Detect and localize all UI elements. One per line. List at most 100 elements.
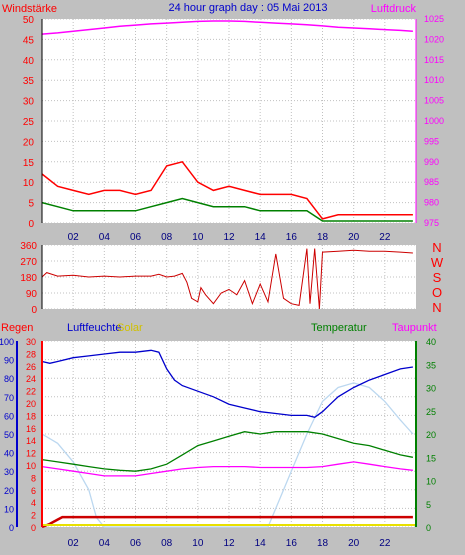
compass-label: N <box>432 300 441 315</box>
y-tick-label-direction: 360 <box>20 241 37 252</box>
x-tick-label: 12 <box>223 538 235 549</box>
y-tick-label-right: 985 <box>424 177 439 187</box>
series-line-luftdruck <box>41 20 413 35</box>
y-tick-label-left: 20 <box>23 137 35 148</box>
y-tick-label-direction: 90 <box>26 289 38 300</box>
y-tick-label-regen: 20 <box>4 486 14 496</box>
panel3-label-luftfeuchte: Luftfeuchte <box>67 322 121 334</box>
compass-label: S <box>433 270 442 285</box>
x-tick-label: 08 <box>161 538 173 549</box>
compass-label: W <box>431 255 444 270</box>
y-tick-label-left: 45 <box>23 35 35 46</box>
y-tick-label-left: 30 <box>23 97 35 108</box>
x-tick-label: 16 <box>286 232 298 243</box>
y-tick-label-right: 975 <box>424 218 439 228</box>
x-tick-label: 22 <box>379 232 391 243</box>
x-tick-label: 22 <box>379 538 391 549</box>
x-tick-label: 02 <box>68 538 80 549</box>
series-line-regen <box>41 515 413 529</box>
y-tick-label-feuchte: 24 <box>26 374 36 384</box>
y-tick-label-temp: 10 <box>426 477 436 487</box>
y-tick-label-feuchte: 10 <box>26 461 36 471</box>
x-tick-label: 14 <box>255 538 267 549</box>
panel1-left-label: Windstärke <box>2 3 57 15</box>
y-tick-label-regen: 0 <box>9 523 14 533</box>
y-tick-label-direction: 0 <box>31 305 37 316</box>
y-tick-label-temp: 0 <box>426 523 431 533</box>
x-tick-label: 04 <box>99 538 111 549</box>
y-tick-label-temp: 35 <box>426 360 436 370</box>
y-tick-label-right: 1010 <box>424 75 444 85</box>
y-tick-label-left: 5 <box>28 199 34 210</box>
y-tick-label-direction: 270 <box>20 257 37 268</box>
panel3-label-temperatur: Temperatur <box>311 322 367 334</box>
y-tick-label-right: 1015 <box>424 55 444 65</box>
series-line-windrichtung <box>41 248 413 310</box>
y-tick-label-left: 15 <box>23 158 35 169</box>
y-tick-label-left: 25 <box>23 117 35 128</box>
y-tick-label-regen: 90 <box>4 356 14 366</box>
y-tick-label-regen: 10 <box>4 504 14 514</box>
x-tick-label: 06 <box>130 232 142 243</box>
y-tick-label-feuchte: 20 <box>26 399 36 409</box>
y-tick-label-right: 1020 <box>424 34 444 44</box>
y-tick-label-regen: 30 <box>4 467 14 477</box>
y-tick-label-temp: 20 <box>426 430 436 440</box>
y-tick-label-feuchte: 26 <box>26 362 36 372</box>
y-tick-label-right: 995 <box>424 136 439 146</box>
y-tick-label-feuchte: 16 <box>26 424 36 434</box>
y-tick-label-feuchte: 4 <box>31 498 36 508</box>
y-tick-label-temp: 40 <box>426 337 436 347</box>
y-tick-label-feuchte: 30 <box>26 337 36 347</box>
x-tick-label: 02 <box>68 232 80 243</box>
x-tick-label: 10 <box>192 538 204 549</box>
y-tick-label-temp: 15 <box>426 453 436 463</box>
compass-label: O <box>432 285 442 300</box>
y-tick-label-feuchte: 28 <box>26 349 36 359</box>
y-tick-label-temp: 5 <box>426 500 431 510</box>
y-tick-label-right: 1000 <box>424 116 444 126</box>
y-tick-label-feuchte: 8 <box>31 473 36 483</box>
y-tick-label-regen: 100 <box>0 337 14 347</box>
y-tick-label-regen: 80 <box>4 374 14 384</box>
y-tick-label-temp: 30 <box>426 384 436 394</box>
y-tick-label-left: 35 <box>23 76 35 87</box>
x-tick-label: 08 <box>161 232 173 243</box>
y-tick-label-feuchte: 18 <box>26 411 36 421</box>
series-line-windstärke <box>41 197 413 222</box>
y-tick-label-feuchte: 22 <box>26 387 36 397</box>
y-tick-label-regen: 40 <box>4 449 14 459</box>
x-tick-label: 10 <box>192 232 204 243</box>
y-tick-label-right: 1025 <box>424 14 444 24</box>
chart-title: 24 hour graph day : 05 Mai 2013 <box>168 2 327 14</box>
x-tick-label: 14 <box>255 232 267 243</box>
series-line-temperatur <box>41 431 414 472</box>
y-tick-label-left: 40 <box>23 56 35 67</box>
y-tick-label-feuchte: 12 <box>26 449 36 459</box>
y-tick-label-left: 50 <box>23 15 35 26</box>
y-tick-label-left: 10 <box>23 178 35 189</box>
y-tick-label-right: 990 <box>424 157 439 167</box>
y-tick-label-temp: 25 <box>426 407 436 417</box>
y-tick-label-feuchte: 0 <box>31 523 36 533</box>
series-line-taupunkt <box>41 461 413 477</box>
series-line-luftfeuchte <box>41 349 413 419</box>
y-tick-label-direction: 180 <box>20 273 37 284</box>
panel3-label-solar: Solar <box>117 322 143 334</box>
y-tick-label-right: 980 <box>424 198 439 208</box>
series-line-windböen <box>41 160 413 220</box>
y-tick-label-feuchte: 6 <box>31 486 36 496</box>
x-tick-label: 18 <box>317 232 329 243</box>
x-tick-label: 18 <box>317 538 329 549</box>
y-tick-label-feuchte: 14 <box>26 436 36 446</box>
y-tick-label-feuchte: 2 <box>31 511 36 521</box>
x-tick-label: 12 <box>223 232 235 243</box>
compass-label: N <box>432 240 441 255</box>
x-tick-label: 16 <box>286 538 298 549</box>
y-tick-label-regen: 60 <box>4 411 14 421</box>
y-tick-label-regen: 50 <box>4 430 14 440</box>
x-tick-label: 20 <box>348 232 360 243</box>
x-tick-label: 06 <box>130 538 142 549</box>
y-tick-label-regen: 70 <box>4 393 14 403</box>
